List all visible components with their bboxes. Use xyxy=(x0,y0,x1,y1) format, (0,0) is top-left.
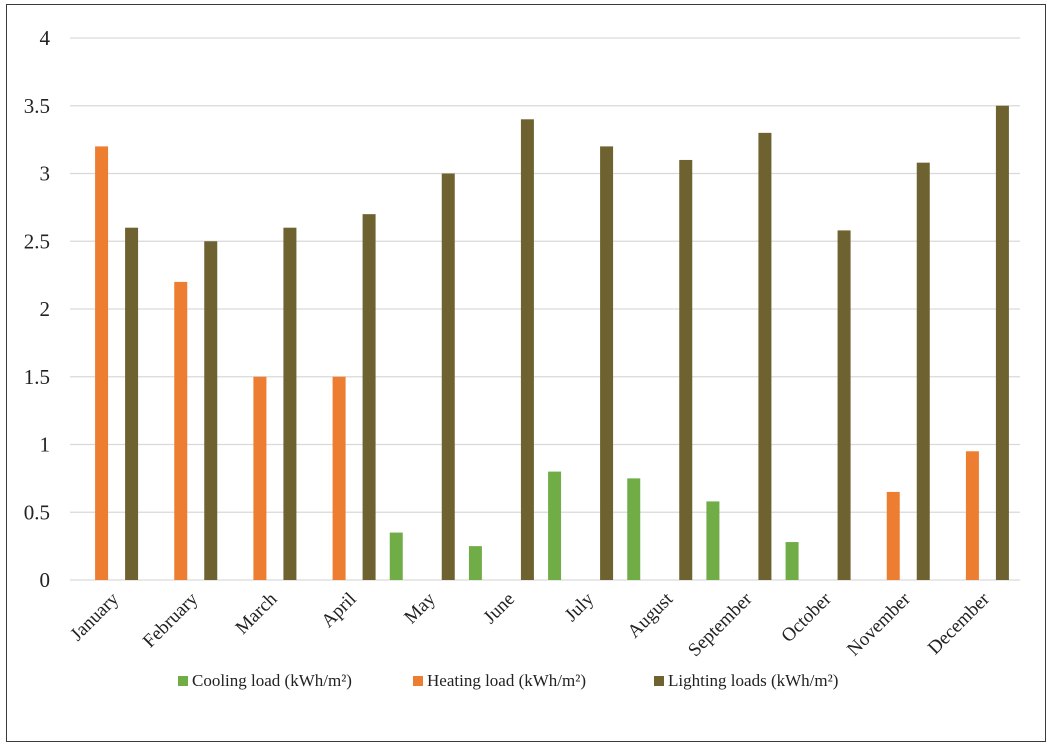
bar-heating-january xyxy=(95,146,109,580)
x-tick-label: October xyxy=(777,588,836,647)
bar-lighting-april xyxy=(362,214,376,580)
x-tick-label: August xyxy=(624,588,678,642)
y-tick-label: 0.5 xyxy=(24,500,50,524)
bars xyxy=(95,105,1009,581)
x-tick-label: February xyxy=(139,588,203,652)
y-tick-label: 1.5 xyxy=(24,365,50,389)
y-tick-label: 3.5 xyxy=(24,94,50,118)
legend-label: Cooling load (kWh/m²) xyxy=(192,671,352,690)
legend: Cooling load (kWh/m²) Heating load (kWh/m… xyxy=(178,671,838,690)
y-tick-label: 2 xyxy=(40,297,51,321)
x-tick-label: November xyxy=(843,588,915,660)
y-axis: 0 0.5 1 1.5 2 2.5 3 3.5 4 xyxy=(24,26,51,592)
bar-cooling-september xyxy=(706,501,720,580)
x-tick-label: May xyxy=(400,588,440,628)
bar-lighting-november xyxy=(916,162,930,580)
x-tick-label: September xyxy=(684,588,757,661)
legend-label: Heating load (kWh/m²) xyxy=(427,671,586,690)
legend-swatch xyxy=(178,676,188,686)
x-tick-label: March xyxy=(232,588,282,638)
x-tick-label: July xyxy=(561,588,599,626)
bar-lighting-october xyxy=(837,230,851,580)
bar-lighting-march xyxy=(283,227,297,580)
y-tick-label: 0 xyxy=(40,568,51,592)
y-tick-label: 1 xyxy=(40,433,51,457)
y-tick-label: 4 xyxy=(40,26,51,50)
bar-heating-november xyxy=(886,491,900,580)
gridlines xyxy=(70,37,1020,581)
bar-heating-april xyxy=(332,376,346,580)
bar-lighting-june xyxy=(520,119,534,581)
bar-cooling-october xyxy=(785,542,799,580)
x-tick-label: January xyxy=(66,588,123,645)
bar-heating-december xyxy=(965,451,979,580)
bar-heating-march xyxy=(253,376,267,580)
bar-cooling-august xyxy=(627,478,641,580)
bar-lighting-january xyxy=(125,227,139,580)
x-tick-label: April xyxy=(317,589,360,632)
bar-cooling-june xyxy=(468,546,482,580)
x-tick-label: June xyxy=(479,589,518,628)
bar-lighting-september xyxy=(758,132,772,580)
bar-heating-february xyxy=(174,281,188,580)
legend-swatch xyxy=(654,676,664,686)
legend-swatch xyxy=(413,676,423,686)
y-tick-label: 3 xyxy=(40,162,51,186)
bar-lighting-may xyxy=(441,173,455,580)
bar-lighting-february xyxy=(204,241,218,580)
y-tick-label: 2.5 xyxy=(24,229,50,253)
bar-cooling-may xyxy=(389,532,403,580)
bar-lighting-july xyxy=(600,146,614,580)
bar-lighting-december xyxy=(995,105,1009,580)
x-tick-label: December xyxy=(924,588,995,659)
legend-label: Lighting loads (kWh/m²) xyxy=(668,671,838,690)
x-axis: January February March April May June July Augu… xyxy=(66,588,994,661)
bar-cooling-july xyxy=(548,471,562,580)
bar-lighting-august xyxy=(679,159,693,580)
